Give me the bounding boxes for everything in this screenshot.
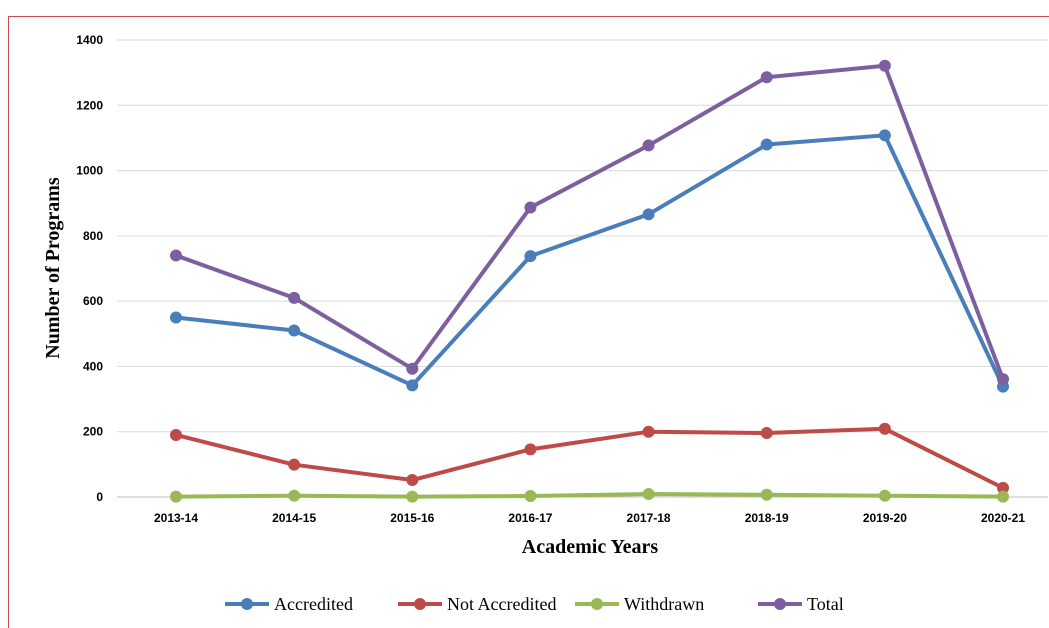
- data-point: [878, 489, 891, 502]
- series-line: [174, 63, 1005, 382]
- data-point: [406, 362, 419, 375]
- x-axis-ticks: 2013-14 2014-15 2015-16 2016-17 2017-18 2018-…: [154, 511, 1025, 525]
- legend-swatch-marker: [591, 598, 603, 610]
- chart-frame: [8, 16, 1049, 628]
- data-point: [524, 490, 537, 503]
- data-point: [170, 249, 182, 262]
- y-tick-label: 600: [83, 294, 103, 308]
- x-axis-title: Academic Years: [522, 536, 659, 558]
- y-tick-label: 200: [83, 425, 103, 439]
- data-point: [288, 324, 301, 337]
- legend: Accredited Not Accredited Withdrawn Total: [225, 594, 844, 614]
- data-point: [760, 71, 773, 84]
- legend-item: Total: [758, 594, 844, 614]
- legend-swatch-marker: [774, 598, 786, 610]
- y-tick-label: 0: [96, 490, 103, 504]
- series-total: [170, 59, 1009, 386]
- data-point: [760, 138, 773, 151]
- legend-swatch-marker: [241, 598, 253, 610]
- data-point: [406, 490, 419, 503]
- legend-label: Withdrawn: [624, 594, 704, 614]
- legend-item: Accredited: [225, 594, 353, 614]
- series-line: [174, 426, 1005, 490]
- x-tick-label: 2014-15: [272, 511, 316, 525]
- series-not-accredited: [170, 422, 1009, 494]
- y-axis-title: Number of Programs: [42, 177, 64, 359]
- x-tick-label: 2016-17: [508, 511, 552, 525]
- data-point: [170, 490, 182, 503]
- series-withdrawn: [170, 488, 1009, 503]
- data-point: [524, 443, 537, 456]
- data-point: [170, 311, 182, 324]
- gridlines: [117, 39, 1048, 498]
- legend-swatch-marker: [414, 598, 426, 610]
- legend-label: Accredited: [274, 594, 353, 614]
- data-point: [760, 488, 773, 501]
- data-point: [524, 250, 537, 263]
- y-tick-label: 1200: [76, 98, 103, 112]
- x-tick-label: 2018-19: [745, 511, 789, 525]
- y-tick-label: 1400: [76, 33, 103, 47]
- data-point: [997, 373, 1009, 386]
- x-tick-label: 2020-21: [981, 511, 1025, 525]
- x-tick-label: 2017-18: [627, 511, 671, 525]
- series-accredited: [170, 129, 1009, 393]
- data-point: [642, 208, 655, 221]
- series-lines: [170, 59, 1009, 503]
- y-tick-label: 800: [83, 229, 103, 243]
- y-tick-label: 1000: [76, 164, 103, 178]
- data-point: [288, 291, 301, 304]
- legend-label: Total: [807, 594, 844, 614]
- x-tick-label: 2013-14: [154, 511, 198, 525]
- data-point: [288, 489, 301, 502]
- data-point: [760, 427, 773, 440]
- legend-item: Withdrawn: [575, 594, 704, 614]
- x-tick-label: 2019-20: [863, 511, 907, 525]
- data-point: [878, 422, 891, 435]
- data-point: [878, 59, 891, 72]
- legend-item: Not Accredited: [398, 594, 556, 614]
- y-tick-label: 400: [83, 359, 103, 373]
- series-line: [174, 133, 1005, 389]
- legend-label: Not Accredited: [447, 594, 556, 614]
- data-point: [406, 474, 419, 487]
- data-point: [288, 458, 301, 471]
- y-axis-ticks: 0 200 400 600 800 1000 1200 1400: [76, 33, 103, 504]
- data-point: [642, 139, 655, 152]
- x-tick-label: 2015-16: [390, 511, 434, 525]
- series-line: [174, 492, 1005, 499]
- data-point: [642, 488, 655, 501]
- data-point: [997, 481, 1009, 494]
- data-point: [878, 129, 891, 142]
- data-point: [406, 379, 419, 392]
- data-point: [524, 201, 537, 214]
- data-point: [997, 490, 1009, 503]
- data-point: [642, 425, 655, 438]
- data-point: [170, 428, 182, 441]
